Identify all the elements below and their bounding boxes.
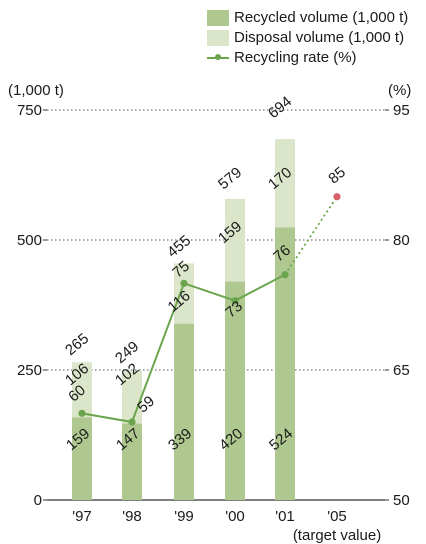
data-label-total: 455 (164, 232, 194, 261)
rate-target-point (333, 193, 341, 201)
category-label: '00 (225, 508, 245, 525)
rate-target-line (284, 196, 338, 276)
legend-label-disposal: Disposal volume (1,000 t) (234, 29, 405, 46)
right-tick-label: 65 (393, 362, 410, 379)
bar-recycled (122, 423, 142, 500)
bar-recycled (275, 227, 295, 500)
legend-label-recycled: Recycled volume (1,000 t) (234, 9, 409, 26)
left-tick-label: 0 (34, 492, 42, 509)
data-label-rate-target: 85 (325, 164, 349, 188)
legend-swatch-disposal (207, 30, 229, 46)
data-label-total: 694 (265, 93, 295, 122)
legend-item-recycled: Recycled volume (1,000 t) (207, 8, 426, 28)
rate-point (78, 409, 86, 417)
category-label: '05 (327, 508, 347, 525)
left-tick-label: 750 (17, 102, 42, 119)
bar-disposal (225, 198, 245, 282)
legend-item-rate: Recycling rate (%) (207, 48, 426, 68)
right-tick-label: 50 (393, 492, 410, 509)
bar-disposal (174, 263, 194, 324)
legend-swatch-rate (207, 50, 229, 66)
left-tick-label: 250 (17, 362, 42, 379)
right-tick-label: 95 (393, 102, 410, 119)
right-tick-label: 80 (393, 232, 410, 249)
bar-disposal (72, 362, 92, 418)
left-axis-unit: (1,000 t) (8, 82, 64, 99)
bar-recycled (225, 281, 245, 500)
rate-point (231, 297, 239, 305)
rate-point (128, 418, 136, 426)
data-label-total: 579 (215, 164, 245, 193)
category-note: (target value) (293, 527, 381, 544)
left-tick-label: 500 (17, 232, 42, 249)
category-label: '01 (275, 508, 295, 525)
data-label-total: 265 (62, 330, 92, 359)
rate-point (180, 279, 188, 287)
legend: Recycled volume (1,000 t) Disposal volum… (207, 8, 426, 68)
legend-item-disposal: Disposal volume (1,000 t) (207, 28, 426, 48)
category-label: '97 (72, 508, 92, 525)
category-label: '99 (174, 508, 194, 525)
category-label: '98 (122, 508, 142, 525)
bar-disposal (275, 139, 295, 228)
bar-recycled (174, 323, 194, 500)
bar-recycled (72, 417, 92, 500)
legend-swatch-recycled (207, 10, 229, 26)
data-label-total: 249 (112, 338, 142, 367)
legend-label-rate: Recycling rate (%) (234, 49, 357, 66)
rate-point (281, 271, 289, 279)
right-axis-unit: (%) (388, 82, 412, 99)
